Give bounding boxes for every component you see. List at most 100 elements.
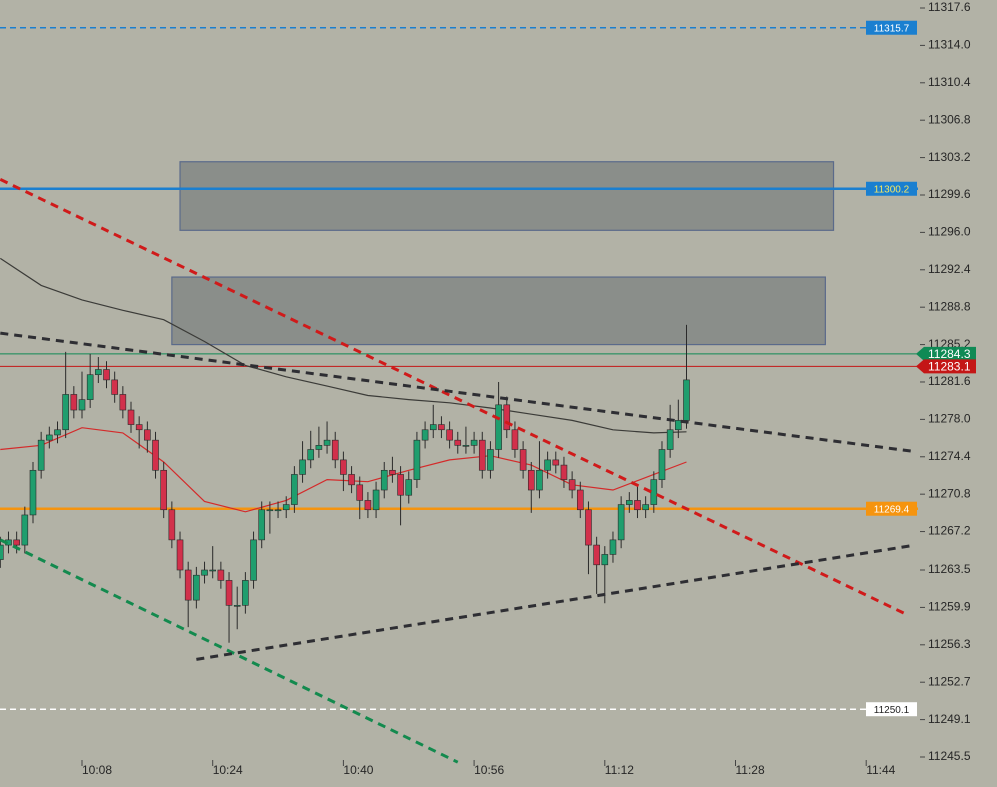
candle-body	[560, 464, 568, 480]
y-tick-label: 11306.8	[928, 112, 971, 126]
y-tick-label: 11292.4	[928, 262, 971, 276]
x-tick-label: 11:12	[605, 763, 634, 777]
candle-body	[585, 509, 592, 546]
candle-body	[54, 429, 61, 436]
price-tag-label: 11315.7	[874, 23, 910, 34]
y-tick-label: 11278.0	[928, 412, 971, 426]
candle-body	[593, 544, 600, 566]
plot-area	[0, 26, 918, 764]
y-tick-label: 11314.0	[928, 38, 971, 52]
candle-body	[291, 474, 298, 505]
y-tick-label: 11270.8	[928, 486, 971, 500]
candle-body	[397, 474, 404, 496]
candle-body	[470, 439, 478, 446]
price-marker	[916, 359, 976, 374]
candle-body	[462, 445, 470, 447]
candle-body	[119, 394, 127, 411]
candle-body	[389, 469, 396, 475]
y-tick-label: 11296.0	[928, 225, 971, 239]
y-tick-label: 11310.4	[928, 75, 971, 89]
candle-body	[536, 469, 543, 491]
candle-body	[299, 459, 306, 475]
candle-body	[601, 554, 609, 566]
candle-body	[438, 424, 445, 431]
candle-body	[274, 509, 282, 512]
candle-body	[307, 449, 315, 461]
trendline	[196, 543, 916, 661]
candle-body	[70, 394, 78, 411]
candle-body	[519, 449, 527, 471]
candle-body	[552, 459, 560, 466]
zone	[179, 161, 835, 231]
candle-body	[511, 429, 519, 450]
x-tick-label: 11:44	[866, 763, 895, 777]
y-tick-label: 11263.5	[928, 562, 971, 576]
candle-body	[135, 424, 143, 431]
candle-body	[617, 504, 625, 541]
candle-body	[13, 539, 20, 546]
candle-body	[642, 504, 649, 511]
y-tick-label: 11288.8	[928, 299, 971, 313]
y-tick-label: 11256.3	[928, 637, 971, 651]
x-tick-label: 10:08	[82, 763, 112, 777]
candle-body	[86, 374, 94, 400]
candle-body	[405, 479, 413, 496]
candle-body	[356, 484, 364, 501]
y-tick-label: 11252.7	[928, 674, 971, 688]
candle-body	[184, 569, 192, 601]
candle-body	[282, 504, 290, 511]
price-tag-label: 11269.4	[874, 504, 910, 515]
candle-body	[650, 479, 658, 505]
candle-body	[144, 429, 151, 441]
candle-body	[626, 500, 633, 505]
candle-body	[340, 459, 347, 475]
candle-body	[421, 429, 429, 441]
y-tick-label: 11299.6	[928, 187, 971, 201]
candle-body	[152, 439, 159, 471]
y-tick-label: 11303.2	[928, 150, 971, 164]
price-tag	[866, 501, 917, 516]
candle-body	[0, 544, 4, 560]
axes: 11317.6 11314.0 11310.4 11306.8 11303.2 11299…	[81, 0, 976, 777]
candle-body	[233, 605, 241, 607]
candle-body	[413, 439, 421, 480]
candle-body	[95, 369, 102, 376]
candle-body	[168, 509, 176, 541]
candle-body	[201, 569, 208, 576]
candle-body	[503, 404, 511, 431]
candle-body	[658, 449, 666, 480]
candle-body	[527, 469, 535, 491]
candle-body	[209, 569, 216, 572]
price-marker-label: 11283.1	[928, 360, 971, 374]
y-tick-label: 11245.5	[928, 749, 971, 763]
candle-body	[380, 469, 388, 491]
y-tick-label: 11267.2	[928, 524, 971, 538]
candle-body	[683, 379, 690, 421]
candle-body	[544, 459, 551, 471]
candle-body	[446, 429, 453, 441]
trendline	[0, 538, 459, 764]
x-tick-label: 10:56	[474, 763, 504, 777]
candle-body	[576, 489, 584, 511]
candle-body	[29, 469, 37, 516]
candle-body	[160, 469, 167, 511]
candle-body	[568, 479, 576, 491]
candle-body	[429, 424, 437, 431]
candle-body	[225, 580, 233, 606]
candle-body	[372, 489, 380, 511]
candle-body	[217, 569, 225, 581]
y-tick-label: 11317.6	[928, 0, 971, 14]
candle-body	[348, 474, 355, 486]
price-tag	[866, 20, 917, 35]
y-tick-label: 11259.9	[928, 600, 971, 614]
price-marker	[916, 346, 976, 361]
y-tick-label: 11274.4	[928, 449, 971, 463]
candle-body	[454, 439, 462, 446]
candle-body	[495, 404, 502, 450]
candle-body	[78, 399, 86, 411]
candle-body	[103, 369, 110, 381]
y-tick-label: 11249.1	[928, 712, 971, 726]
moving-average	[0, 257, 687, 434]
